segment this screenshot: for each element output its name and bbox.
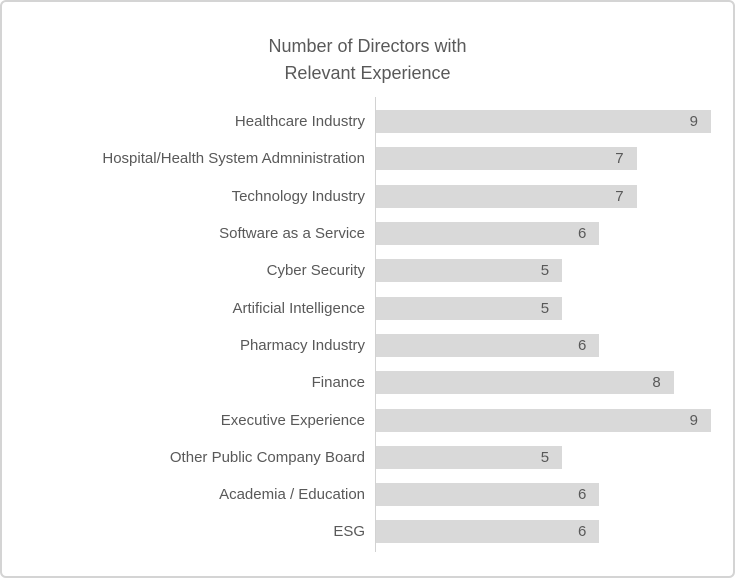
bar-track: 7	[376, 184, 733, 208]
category-label: Executive Experience	[220, 411, 365, 429]
category-label: Cyber Security	[266, 262, 365, 280]
chart-row: Pharmacy Industry 6	[2, 327, 733, 364]
chart-row: Other Public Company Board 5	[2, 439, 733, 476]
bar-track: 5	[376, 259, 733, 283]
category-label: Pharmacy Industry	[239, 336, 365, 354]
bar: 8	[376, 371, 674, 395]
chart-row: Healthcare Industry 9	[2, 103, 733, 140]
bar: 6	[376, 222, 600, 246]
bar: 5	[376, 445, 563, 469]
bar-value-label: 6	[577, 523, 587, 541]
chart-row: Executive Experience 9	[2, 401, 733, 438]
bar-track: 6	[376, 520, 733, 544]
bar: 7	[376, 184, 637, 208]
category-label: Artificial Intelligence	[232, 299, 365, 317]
bar: 9	[376, 408, 711, 432]
category-label: Software as a Service	[219, 225, 365, 243]
category-label: Healthcare Industry	[234, 113, 365, 131]
chart-row: ESG 6	[2, 513, 733, 550]
category-label: Finance	[311, 374, 365, 392]
category-label: Technology Industry	[231, 187, 365, 205]
bar-rows: Healthcare Industry 9 Hospital/Health Syst…	[2, 103, 733, 551]
y-axis-line	[375, 97, 376, 552]
chart-row: Hospital/Health System Admninistration 7	[2, 140, 733, 177]
bar-value-label: 6	[577, 336, 587, 354]
chart-row: Software as a Service 6	[2, 215, 733, 252]
category-label: Other Public Company Board	[169, 448, 365, 466]
bar-track: 6	[376, 333, 733, 357]
bar-track: 5	[376, 296, 733, 320]
chart-title: Number of Directors with Relevant Experi…	[2, 33, 733, 87]
bar-value-label: 7	[615, 150, 624, 168]
chart-title-line-2: Relevant Experience	[284, 63, 451, 83]
chart-title-line-1: Number of Directors with	[268, 36, 467, 56]
bar-value-label: 6	[577, 486, 587, 504]
bar: 7	[376, 147, 637, 171]
bar: 6	[376, 483, 600, 507]
bar-track: 6	[376, 222, 733, 246]
bar-value-label: 9	[689, 113, 698, 131]
bar-track: 9	[376, 110, 733, 134]
category-label: ESG	[333, 523, 365, 541]
bar: 9	[376, 110, 711, 134]
chart-row: Cyber Security 5	[2, 252, 733, 289]
bar-value-label: 5	[540, 299, 550, 317]
chart-row: Artificial Intelligence 5	[2, 289, 733, 326]
bar: 6	[376, 520, 600, 544]
bar-value-label: 6	[577, 225, 587, 243]
category-label: Hospital/Health System Admninistration	[102, 150, 365, 168]
bar-track: 5	[376, 445, 733, 469]
bar-value-label: 9	[689, 411, 698, 429]
bar-track: 6	[376, 483, 733, 507]
bar: 5	[376, 259, 563, 283]
bar-value-label: 5	[540, 262, 550, 280]
bar-track: 7	[376, 147, 733, 171]
chart-row: Technology Industry 7	[2, 178, 733, 215]
bar-value-label: 5	[540, 448, 550, 466]
chart-row: Academia / Education 6	[2, 476, 733, 513]
category-label: Academia / Education	[219, 486, 365, 504]
bar-track: 9	[376, 408, 733, 432]
bar-track: 8	[376, 371, 733, 395]
bar: 6	[376, 333, 600, 357]
bar-value-label: 7	[615, 187, 624, 205]
bar-value-label: 8	[652, 374, 661, 392]
bar: 5	[376, 296, 563, 320]
chart-row: Finance 8	[2, 364, 733, 401]
